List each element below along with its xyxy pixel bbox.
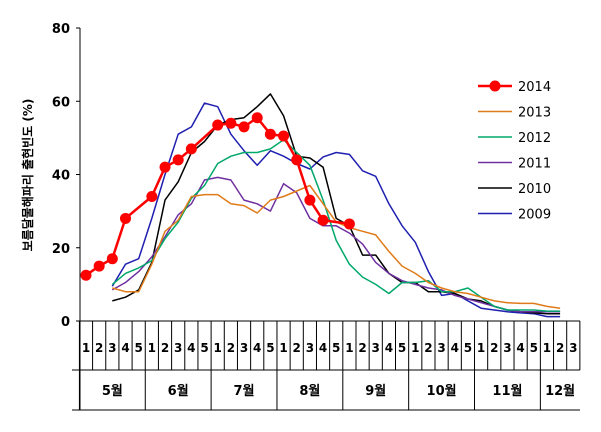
x-tick-label: 2	[227, 341, 235, 355]
x-tick-label: 3	[306, 341, 314, 355]
x-tick-label: 3	[503, 341, 511, 355]
data-point-2014	[146, 190, 158, 202]
month-label: 6월	[168, 383, 189, 399]
x-tick-label: 4	[319, 341, 327, 355]
data-point-2014	[225, 117, 237, 129]
y-tick-label: 20	[52, 242, 70, 257]
x-tick-label: 4	[385, 341, 393, 355]
data-point-2014	[106, 253, 118, 265]
x-tick-label: 1	[345, 341, 353, 355]
data-point-2014	[238, 121, 250, 133]
y-tick-label: 60	[52, 95, 70, 110]
series-line-2014	[85, 116, 350, 277]
x-tick-label: 1	[477, 341, 485, 355]
x-tick-label: 5	[200, 341, 208, 355]
y-axis-label: 보름달물해파리 출현빈도 (%)	[20, 99, 35, 252]
series-line-2011	[111, 176, 561, 313]
x-tick-label: 2	[161, 341, 169, 355]
series-line-2013	[112, 184, 561, 309]
data-point-2014	[304, 194, 316, 206]
data-point-2014	[291, 154, 303, 166]
x-tick-label: 3	[372, 341, 380, 355]
legend-label-2011: 2011	[518, 157, 551, 172]
x-tick-label: 2	[556, 341, 564, 355]
data-point-2014	[264, 128, 276, 140]
series-line-2010	[112, 93, 561, 315]
data-point-2014	[185, 143, 197, 155]
x-tick-label: 2	[293, 341, 301, 355]
x-tick-label: 5	[135, 341, 143, 355]
x-tick-label: 5	[332, 341, 340, 355]
data-point-2014	[172, 154, 184, 166]
data-point-2014	[80, 269, 92, 281]
x-tick-label: 2	[490, 341, 498, 355]
month-label: 10월	[427, 383, 457, 399]
x-tick-label: 4	[516, 341, 524, 355]
x-tick-label: 3	[437, 341, 445, 355]
x-tick-label: 3	[569, 341, 577, 355]
x-tick-label: 3	[240, 341, 248, 355]
data-point-2014	[343, 218, 355, 230]
month-label: 12월	[545, 383, 575, 399]
x-tick-label: 5	[530, 341, 538, 355]
x-tick-label: 2	[424, 341, 432, 355]
x-tick-label: 1	[82, 341, 90, 355]
series-line-2009	[111, 102, 561, 318]
x-tick-label: 5	[398, 341, 406, 355]
data-point-2014	[93, 260, 105, 272]
x-tick-label: 2	[95, 341, 103, 355]
data-point-2014	[212, 119, 224, 131]
legend-label-2012: 2012	[518, 131, 551, 146]
y-tick-label: 40	[52, 169, 70, 184]
data-point-2014	[120, 212, 132, 224]
x-tick-label: 2	[358, 341, 366, 355]
month-label: 7월	[234, 383, 255, 399]
series-line-2012	[111, 138, 561, 312]
x-tick-label: 4	[451, 341, 459, 355]
x-tick-label: 1	[279, 341, 287, 355]
x-tick-label: 1	[214, 341, 222, 355]
x-tick-label: 1	[148, 341, 156, 355]
x-tick-label: 4	[253, 341, 261, 355]
x-tick-label: 1	[411, 341, 419, 355]
legend-label-2010: 2010	[518, 182, 551, 197]
legend-label-2013: 2013	[518, 106, 551, 121]
data-point-2014	[317, 214, 329, 226]
y-tick-label: 80	[52, 22, 70, 37]
x-tick-label: 5	[266, 341, 274, 355]
x-tick-label: 3	[108, 341, 116, 355]
x-tick-label: 5	[464, 341, 472, 355]
x-tick-label: 3	[174, 341, 182, 355]
data-point-2014	[159, 161, 171, 173]
x-tick-label: 1	[543, 341, 551, 355]
month-label: 9월	[365, 383, 386, 399]
x-tick-label: 4	[187, 341, 195, 355]
y-tick-label: 0	[61, 315, 70, 330]
month-label: 5월	[102, 383, 123, 399]
legend: 2014 2013 2012 2011 2010 2009	[478, 80, 551, 223]
month-label: 8월	[299, 383, 320, 399]
data-point-2014	[278, 130, 290, 142]
legend-label-2014: 2014	[518, 80, 551, 95]
data-point-2014	[251, 112, 263, 124]
x-tick-label: 4	[121, 341, 129, 355]
legend-label-2009: 2009	[518, 208, 551, 223]
legend-marker-2014	[489, 80, 501, 92]
month-label: 11월	[492, 383, 522, 399]
